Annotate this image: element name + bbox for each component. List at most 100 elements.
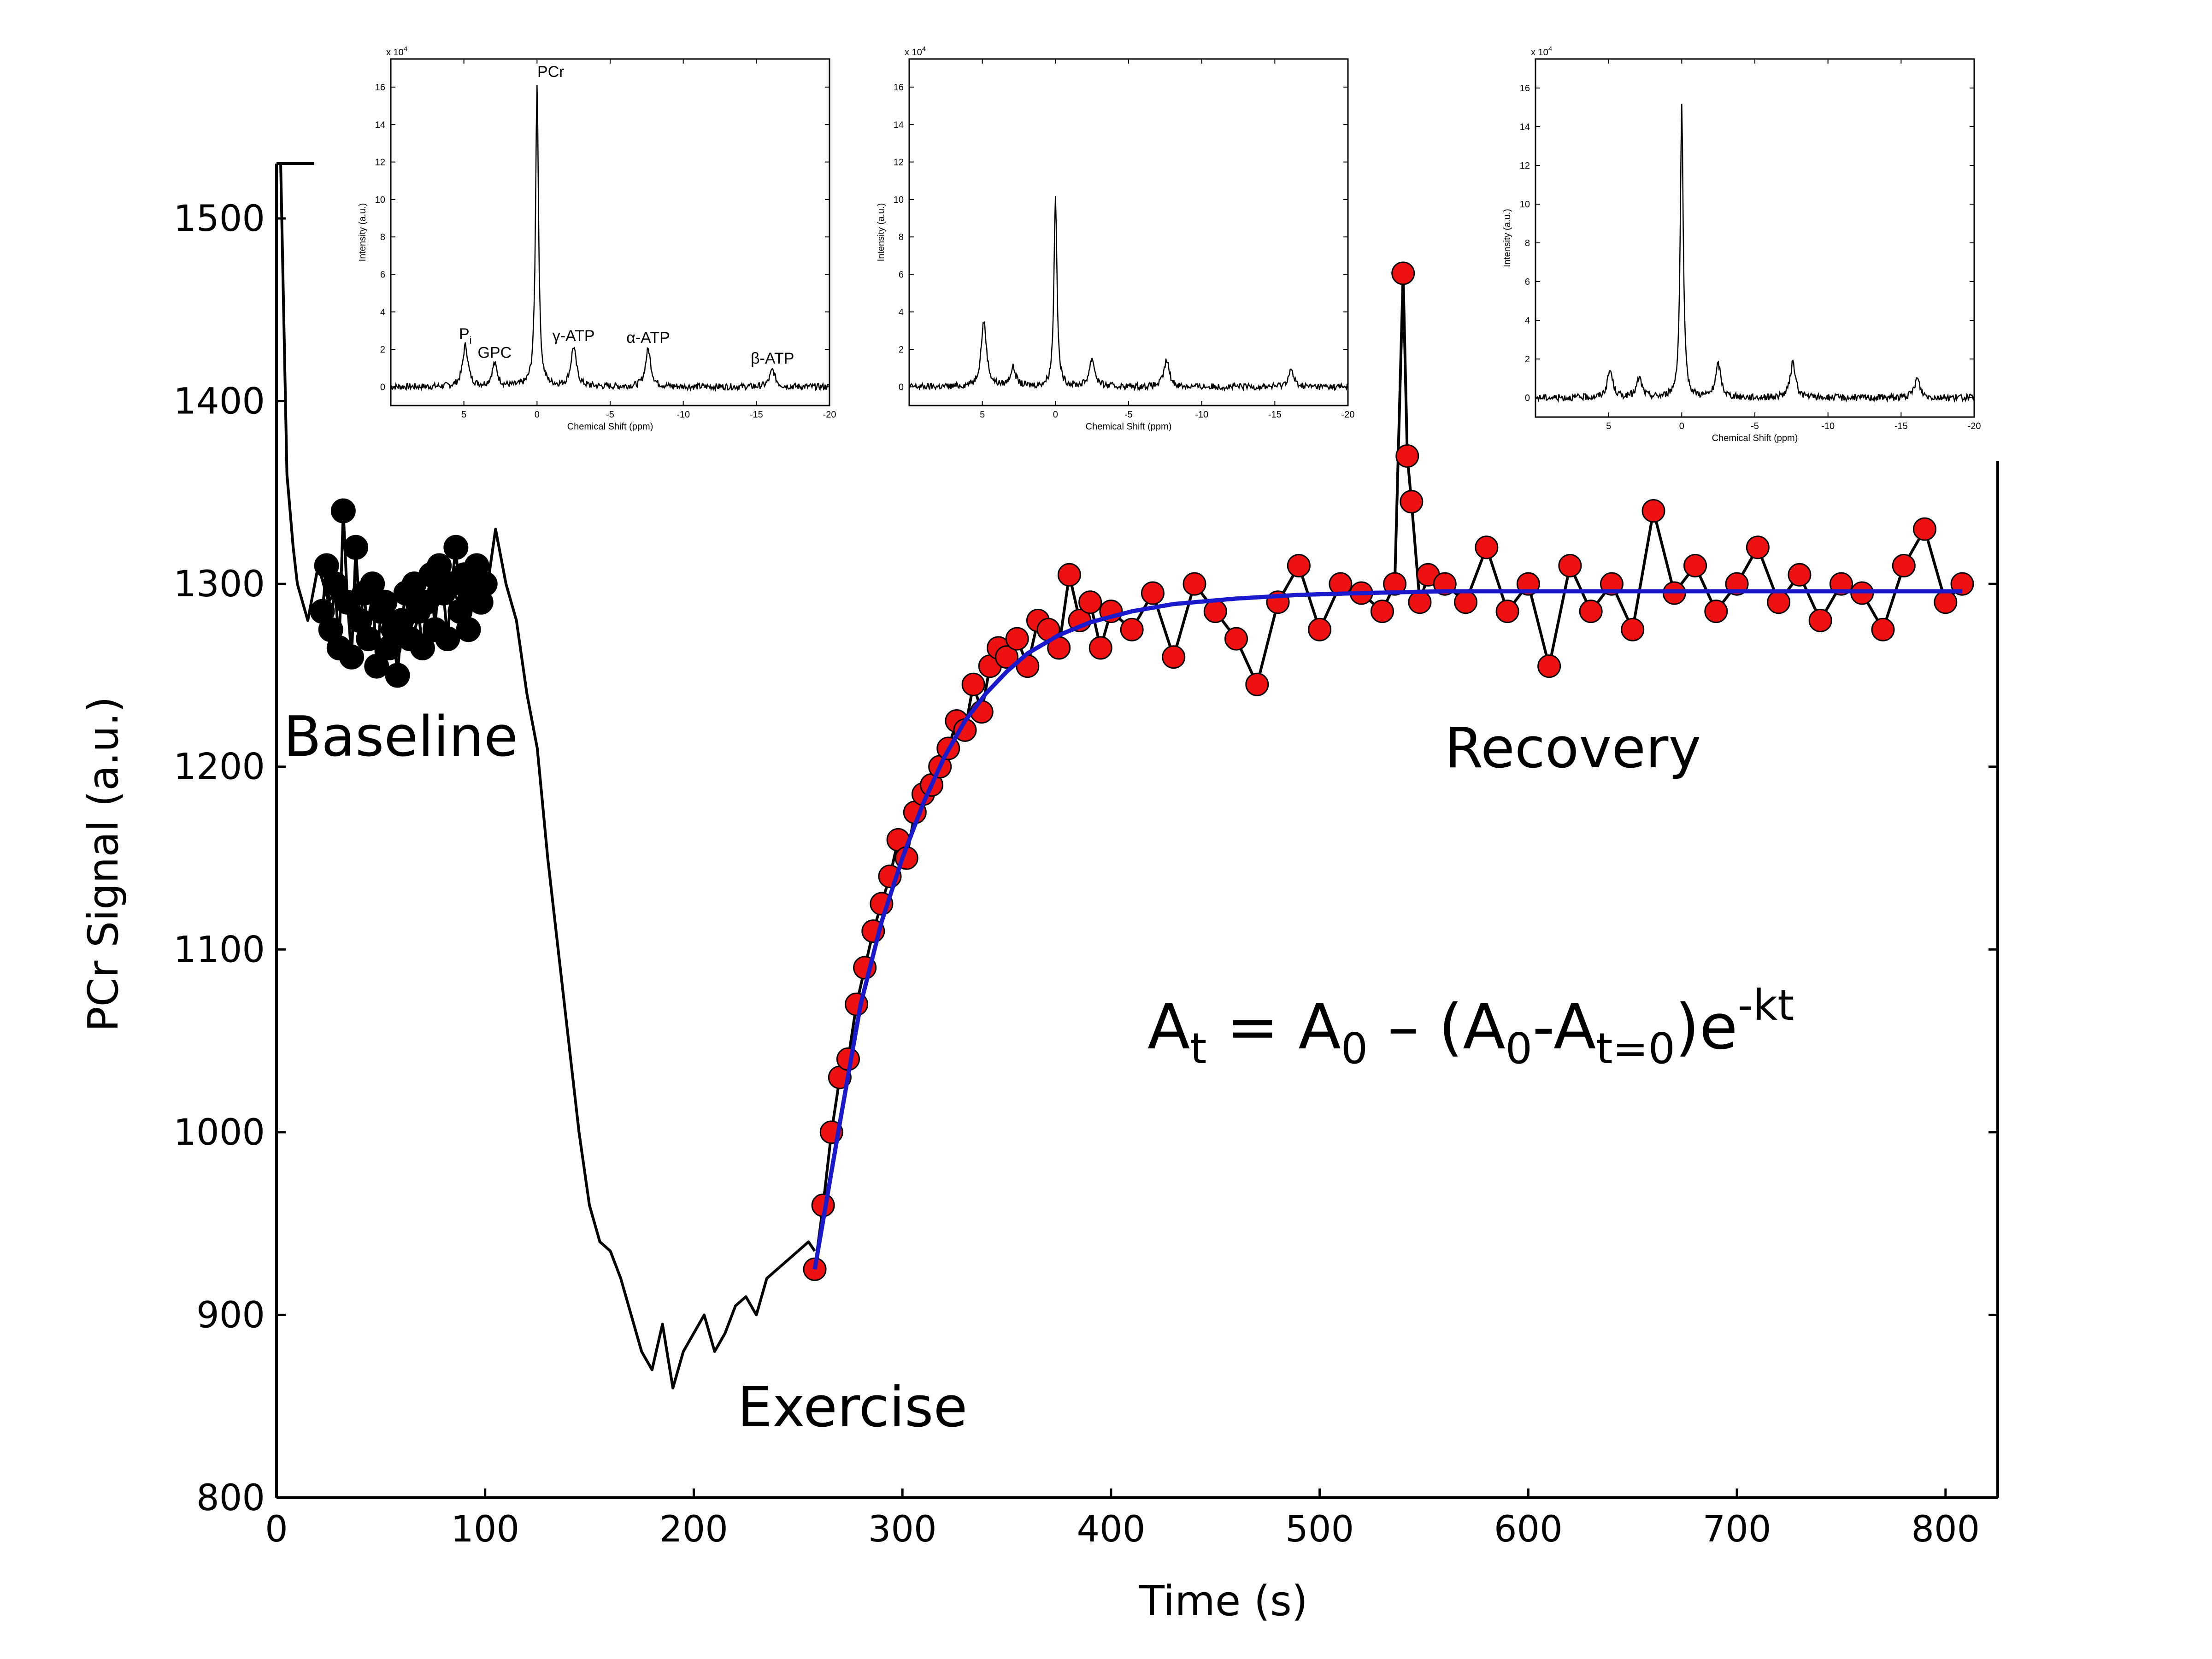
recovery-data-point [1788,563,1812,587]
inset-x-tick-label: -5 [606,410,614,420]
inset-exponent-label: x 104 [386,45,407,58]
inset-peak-label: β-ATP [751,350,794,367]
main-plot-axes: 0 100 200 300 400 500 600 700 800800900100011001… [173,162,1999,1550]
baseline-data-point [372,589,398,615]
recovery-data-point [1182,572,1206,596]
inset-y-tick-label: 0 [380,382,385,392]
inset-y-tick-label: 2 [899,345,904,355]
baseline-data-point [443,535,469,560]
inset-peak-label-text: PCr [537,63,565,81]
inset-spectrum-line [908,196,1349,392]
inset-peak-label: Pi [459,325,472,346]
y-tick-label: 900 [196,1294,265,1336]
recovery-data-point [1391,261,1415,285]
inset-y-tick-label: 14 [1520,122,1530,132]
inset-peak-label-text: β-ATP [751,350,794,367]
recovery-data-point [1495,600,1519,624]
inset-spectrum-exercise: 5 0 -5 -10 -15 -20 0 2 4 6 8 10 12 14 16 Chemical Shift… [876,45,1354,432]
inset-y-tick-label: 4 [899,307,904,318]
baseline-data-point [364,653,389,679]
inset-y-tick-label: 6 [1525,277,1530,287]
inset-peak-label: γ-ATP [553,327,595,345]
recovery-data-point [1400,490,1424,514]
inset-exponent-power: 4 [922,45,926,53]
inset-y-axis-title: Intensity (a.u.) [876,203,886,262]
recovery-data-point [1005,627,1029,651]
inset-y-tick-label: 2 [1525,354,1530,365]
recovery-equation: At = A0 – (A0-At=0)e-kt [1147,981,1794,1073]
inset-y-tick-label: 14 [894,120,904,130]
y-tick-label: 1000 [173,1112,265,1153]
y-tick-label: 1400 [173,381,265,423]
recovery-data-point [1224,627,1248,651]
y-tick-label: 1100 [173,929,265,971]
inset-y-tick-label: 4 [1525,316,1530,326]
inset-x-tick-label: -5 [1124,410,1133,420]
x-tick-label: 400 [1077,1509,1145,1550]
inset-y-tick-label: 16 [1520,83,1530,94]
inset-y-tick-label: 16 [375,82,385,93]
inset-y-tick-label: 6 [380,270,385,280]
inset-x-tick-label: 0 [535,410,540,420]
inset-y-tick-label: 10 [894,195,904,205]
inset-y-tick-label: 16 [894,82,904,93]
inset-y-tick-label: 14 [375,120,385,130]
inset-x-tick-label: -15 [1268,410,1282,420]
recovery-label: Recovery [1445,717,1701,781]
inset-spectrum-baseline: 5 0 -5 -10 -15 -20 0 2 4 6 8 10 12 14 16 Chemical Shift… [358,45,836,432]
inset-y-tick-label: 6 [899,270,904,280]
inset-peak-label-text: γ-ATP [553,327,595,345]
inset-peak-label-text: P [459,325,470,343]
inset-x-tick-label: 5 [980,410,985,420]
x-tick-label: 200 [659,1509,728,1550]
inset-exponent-label: x 104 [1531,45,1552,58]
recovery-data-point [1475,535,1499,559]
inset-x-tick-label: -5 [1751,421,1759,431]
inset-y-tick-label: 12 [375,158,385,168]
baseline-label: Baseline [283,705,518,769]
y-tick-label: 1200 [173,747,265,788]
recovery-data-point [1808,608,1832,632]
inset-y-tick-label: 12 [894,158,904,168]
inset-exponent-base: x 10 [386,47,404,58]
inset-spectrum-line [1535,103,1975,403]
inset-x-tick-label: -20 [823,410,836,420]
recovery-data-point [1704,600,1728,624]
baseline-data-point [339,644,364,670]
inset-spectrum-recovery: 5 0 -5 -10 -15 -20 0 2 4 6 8 10 12 14 16 Chemical Shift… [1502,45,1981,443]
recovery-data-point [1408,590,1432,614]
recovery-data-point [1621,618,1645,641]
baseline-data-point [322,571,347,597]
recovery-data-point [1746,535,1770,559]
inset-x-tick-label: -10 [677,410,690,420]
inset-exponent-label: x 104 [905,45,926,58]
inset-x-tick-label: 0 [1053,410,1058,420]
baseline-data-point [435,626,460,652]
inset-y-tick-label: 8 [899,232,904,242]
inset-exponent-power: 4 [404,45,407,53]
inset-exponent-base: x 10 [1531,47,1548,58]
inset-x-tick-label: -10 [1195,410,1208,420]
recovery-data-point [1383,572,1407,596]
inset-x-tick-label: 5 [1606,421,1611,431]
recovery-data-point [1057,563,1081,587]
x-tick-label: 600 [1494,1509,1563,1550]
baseline-data-point [472,571,498,597]
recovery-data-point [995,645,1019,669]
baseline-data-point [343,535,369,560]
inset-exponent-power: 4 [1548,45,1552,53]
y-axis-title: PCr Signal (a.u.) [79,696,128,1031]
inset-x-tick-label: -20 [1968,421,1981,431]
inset-peak-label-text: α-ATP [626,329,670,347]
exercise-label: Exercise [737,1376,967,1440]
y-tick-label: 1300 [173,564,265,605]
recovery-data-point [1767,590,1791,614]
baseline-data-point [427,553,452,578]
recovery-data-point [1934,590,1958,614]
inset-x-tick-label: 5 [461,410,466,420]
inset-x-axis-title: Chemical Shift (ppm) [1086,422,1172,432]
recovery-data-point [1871,618,1895,641]
x-axis-title: Time (s) [1139,1577,1308,1625]
inset-peak-label: α-ATP [626,329,670,347]
